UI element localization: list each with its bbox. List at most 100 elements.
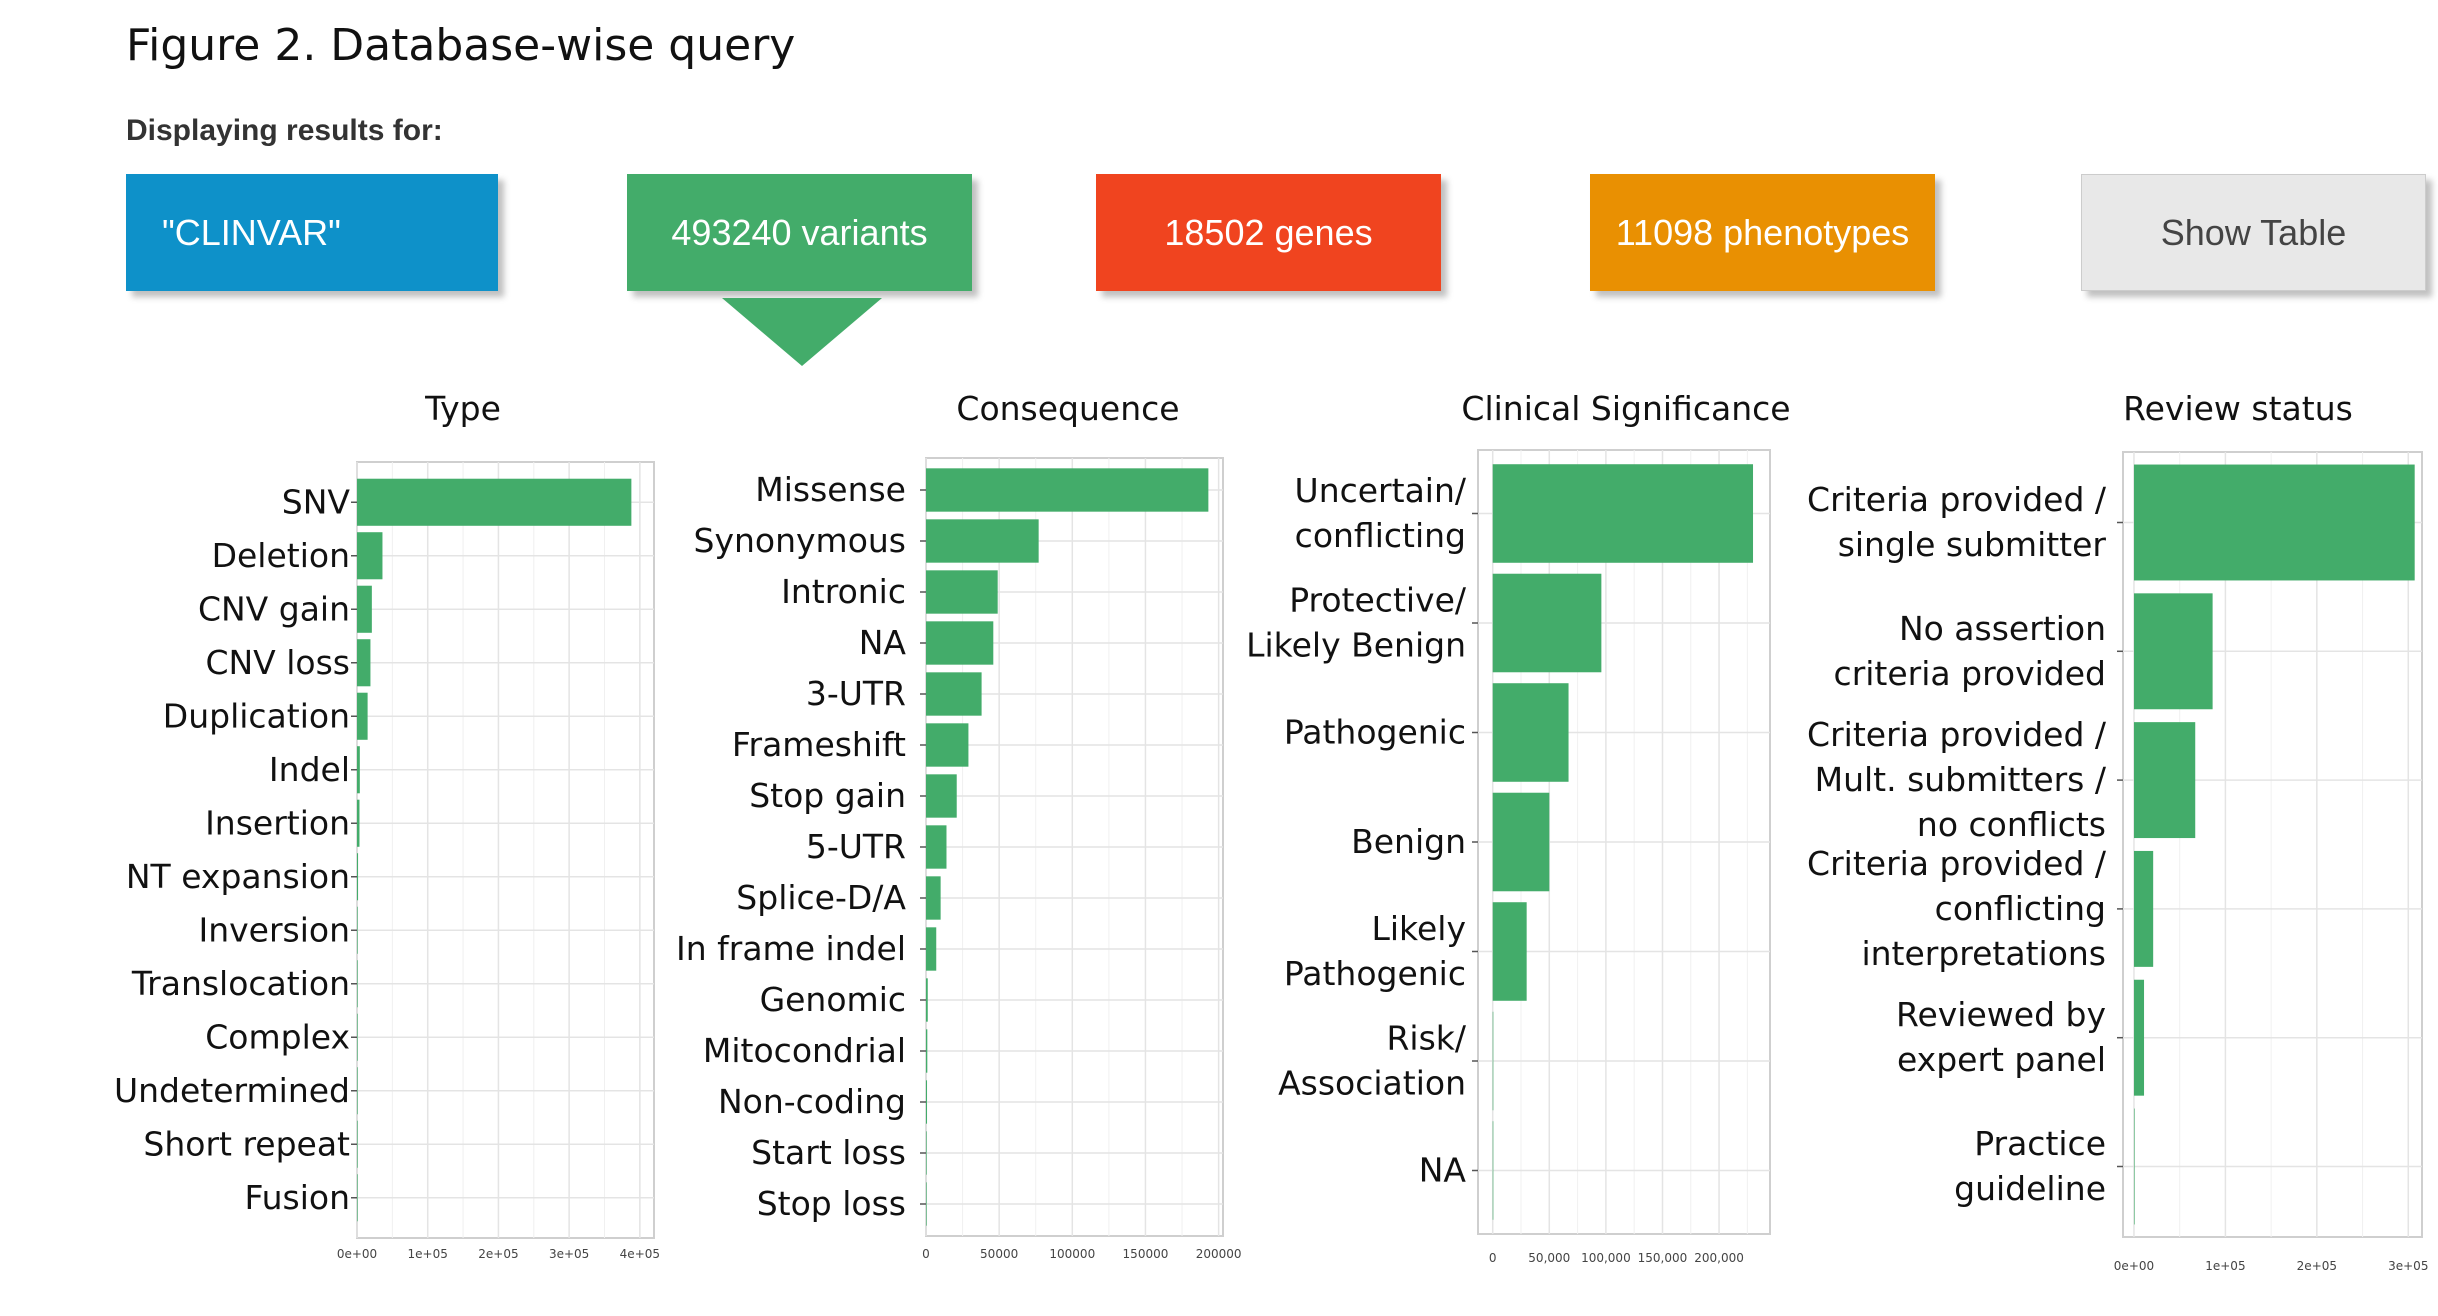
category-label: interpretations: [1861, 934, 2106, 973]
category-label: Synonymous: [694, 521, 906, 560]
category-label: Start loss: [751, 1133, 906, 1172]
results-subtitle: Displaying results for:: [126, 114, 443, 147]
genes-button[interactable]: 18502 genes: [1096, 174, 1441, 291]
category-label: expert panel: [1897, 1040, 2106, 1079]
bar: [357, 960, 358, 1008]
category-label: Criteria provided /: [1807, 480, 2107, 519]
bar: [357, 585, 372, 633]
x-tick-label: 100000: [1049, 1247, 1095, 1261]
category-label: criteria provided: [1834, 654, 2106, 693]
category-label: Association: [1278, 1064, 1466, 1103]
x-tick-label: 4e+05: [620, 1247, 660, 1261]
category-label: Complex: [205, 1017, 350, 1056]
category-label: Non-coding: [718, 1082, 906, 1121]
category-label: Duplication: [163, 696, 350, 735]
x-tick-label: 0e+00: [337, 1247, 377, 1261]
x-tick-label: 3e+05: [549, 1247, 589, 1261]
bar: [1492, 464, 1754, 563]
chart-title: Clinical Significance: [1461, 389, 1790, 428]
category-label: Mitocondrial: [703, 1031, 906, 1070]
category-label: In frame indel: [676, 929, 906, 968]
x-tick-label: 2e+05: [478, 1247, 518, 1261]
show-table-button[interactable]: Show Table: [2081, 174, 2426, 291]
category-label: Criteria provided /: [1807, 844, 2107, 883]
bar: [926, 1029, 928, 1073]
category-label: Translocation: [131, 964, 350, 1003]
bar: [926, 1182, 927, 1226]
bar: [2133, 1108, 2135, 1225]
bar: [357, 639, 371, 687]
category-label: NA: [1419, 1151, 1467, 1190]
category-label: NT expansion: [126, 857, 350, 896]
chart-title: Type: [424, 389, 501, 428]
bar: [1492, 683, 1569, 782]
category-label: Missense: [755, 470, 906, 509]
chart-3: Review status 0e+00 1e+05 2e+05 3e+05 Criteri…: [1807, 389, 2428, 1273]
bar: [926, 519, 1039, 563]
category-label: Stop loss: [757, 1184, 906, 1223]
bar: [2133, 593, 2213, 710]
bar: [1492, 1121, 1494, 1220]
bar: [926, 774, 957, 818]
bar: [926, 672, 982, 716]
category-label: Undetermined: [114, 1071, 350, 1110]
category-label: Stop gain: [749, 776, 906, 815]
bar: [357, 692, 368, 740]
phenotypes-button[interactable]: 11098 phenotypes: [1590, 174, 1935, 291]
bar: [357, 1013, 358, 1061]
bar: [1492, 792, 1550, 892]
figure-title: Figure 2. Database-wise query: [126, 20, 796, 71]
x-tick-label: 200000: [1196, 1247, 1242, 1261]
x-tick-label: 150000: [1123, 1247, 1169, 1261]
category-label: Criteria provided /: [1807, 715, 2107, 754]
plot-panel: [356, 461, 655, 1239]
category-label: Mult. submitters /: [1815, 760, 2107, 799]
x-tick-label: 50000: [980, 1247, 1018, 1261]
bar: [357, 746, 360, 794]
bar: [357, 906, 358, 954]
chart-1: Consequence 0 50000 100000 150000 200000 Misse…: [676, 389, 1242, 1261]
bar: [2133, 722, 2196, 839]
category-label: Insertion: [205, 803, 350, 842]
category-label: guideline: [1954, 1169, 2106, 1208]
query-button[interactable]: "CLINVAR": [126, 174, 498, 291]
chart-2: Clinical Significance 0 50,000 100,000 150,0…: [1246, 389, 1790, 1265]
category-label: Inversion: [198, 910, 350, 949]
bar: [1492, 1011, 1494, 1111]
bar: [2133, 979, 2145, 1096]
category-label: CNV gain: [198, 589, 350, 628]
bar: [2133, 850, 2154, 967]
chart-0: Type 0e+00 1e+05 2e+05 3e+05 4e+05 SNV Deletion…: [114, 389, 660, 1261]
bar: [926, 927, 937, 971]
category-label: Reviewed by: [1896, 995, 2106, 1034]
category-label: no conflicts: [1917, 805, 2106, 844]
category-label: SNV: [282, 482, 351, 521]
x-tick-label: 50,000: [1528, 1251, 1570, 1265]
bar: [2133, 464, 2415, 581]
bar: [926, 468, 1209, 512]
x-tick-label: 1e+05: [408, 1247, 448, 1261]
bar: [357, 799, 360, 847]
bar: [926, 1080, 928, 1124]
x-tick-label: 2e+05: [2297, 1259, 2337, 1273]
category-label: Deletion: [212, 536, 350, 575]
bar: [357, 1120, 358, 1168]
category-label: CNV loss: [205, 643, 350, 682]
category-label: Pathogenic: [1284, 954, 1466, 993]
plot-panel: [2122, 451, 2423, 1238]
bar: [926, 978, 928, 1022]
bar: [926, 1131, 927, 1175]
chart-title: Consequence: [956, 389, 1179, 428]
bar: [357, 478, 632, 526]
category-label: Benign: [1351, 822, 1466, 861]
bar: [357, 532, 383, 580]
category-label: 5-UTR: [806, 827, 906, 866]
x-tick-label: 3e+05: [2388, 1259, 2428, 1273]
bar: [926, 825, 947, 869]
category-label: single submitter: [1838, 525, 2107, 564]
bar: [357, 1174, 358, 1222]
variants-button[interactable]: 493240 variants: [627, 174, 972, 291]
category-label: Likely: [1372, 909, 1467, 948]
selected-pointer-arrow: [722, 298, 882, 366]
category-label: Genomic: [760, 980, 906, 1019]
